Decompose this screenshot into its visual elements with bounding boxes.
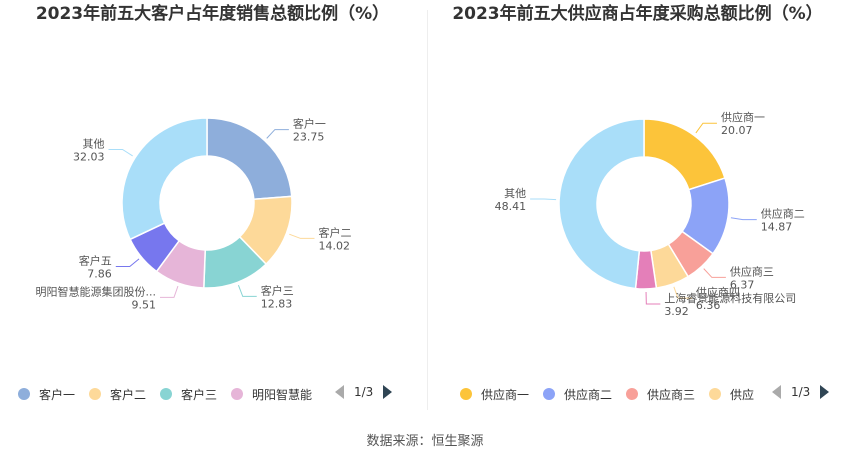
legend-item[interactable]: 供应商三 bbox=[626, 386, 695, 403]
slice-value-label: 32.03 bbox=[73, 150, 105, 163]
slice-value-label: 3.92 bbox=[664, 305, 689, 318]
label-leader-line bbox=[289, 233, 315, 239]
label-leader-line bbox=[730, 217, 757, 221]
left-chart-panel: 2023年前五大客户占年度销售总额比例（%） 客户一 23.75 客户二 14.02 客… bbox=[0, 0, 425, 415]
slice-category-label: 其他 bbox=[83, 137, 105, 150]
slice-category-label: 供应商三 bbox=[730, 264, 774, 278]
legend-item[interactable]: 供应商二 bbox=[543, 386, 612, 403]
legend-swatch bbox=[231, 388, 244, 400]
legend-item[interactable]: 供应商一 bbox=[460, 386, 529, 403]
slice-value-label: 6.37 bbox=[730, 278, 755, 291]
slice-category-label: 明阳智慧能源集团股份... bbox=[35, 284, 156, 298]
right-legend: 供应商一 供应商二 供应商三 供应 bbox=[460, 384, 768, 404]
label-leader-line bbox=[115, 258, 140, 268]
label-leader-line bbox=[530, 198, 557, 201]
slice-category-label: 供应商一 bbox=[721, 110, 765, 124]
legend-label: 供应商二 bbox=[564, 387, 613, 402]
slice-value-label: 6.36 bbox=[696, 299, 721, 312]
legend-swatch bbox=[18, 388, 30, 400]
slice-category-label: 上海睿景能源科技有限公司 bbox=[664, 291, 796, 305]
right-chart-panel: 2023年前五大供应商占年度采购总额比例（%） 供应商一 20.07 供应商二 14.… bbox=[425, 0, 850, 415]
legend-swatch bbox=[709, 388, 722, 400]
left-legend-page: 1/3 bbox=[354, 385, 374, 399]
slice-value-label: 7.86 bbox=[87, 268, 112, 281]
legend-item[interactable]: 客户一 bbox=[18, 386, 75, 403]
legend-next-icon[interactable] bbox=[820, 385, 830, 399]
legend-swatch bbox=[543, 388, 556, 400]
legend-label: 明阳智慧能 bbox=[252, 387, 313, 402]
slice-value-label: 14.87 bbox=[761, 221, 793, 234]
slice-value-label: 14.02 bbox=[319, 239, 351, 252]
slice-value-label: 12.83 bbox=[261, 297, 293, 310]
legend-item[interactable]: 明阳智慧能 bbox=[231, 386, 312, 403]
slice-category-label: 客户五 bbox=[79, 254, 112, 268]
legend-swatch bbox=[626, 388, 639, 400]
slice-category-label: 供应商四 bbox=[696, 285, 740, 299]
slice-value-label: 48.41 bbox=[495, 200, 527, 213]
legend-swatch bbox=[460, 388, 472, 400]
slice-category-label: 客户一 bbox=[293, 117, 326, 131]
donut-slice[interactable] bbox=[206, 117, 293, 201]
donut-slice[interactable] bbox=[643, 118, 726, 191]
label-leader-line bbox=[703, 268, 726, 278]
left-legend: 客户一 客户二 客户三 明阳智慧能 bbox=[18, 384, 326, 404]
slice-category-label: 供应商二 bbox=[761, 207, 805, 221]
legend-label: 客户二 bbox=[110, 387, 147, 402]
slice-value-label: 9.51 bbox=[131, 298, 156, 311]
legend-label: 客户一 bbox=[39, 387, 76, 402]
donut-slice[interactable] bbox=[558, 118, 645, 290]
legend-label: 供应商三 bbox=[647, 387, 696, 402]
right-chart-title: 2023年前五大供应商占年度采购总额比例（%） bbox=[452, 4, 823, 24]
slice-value-label: 20.07 bbox=[721, 124, 753, 137]
legend-swatch bbox=[89, 388, 102, 400]
panel-divider bbox=[427, 10, 428, 410]
label-leader-line bbox=[645, 291, 661, 305]
label-leader-line bbox=[673, 286, 692, 299]
left-legend-pager: 1/3 bbox=[335, 385, 393, 399]
legend-next-icon[interactable] bbox=[383, 385, 393, 399]
label-leader-line bbox=[159, 285, 179, 298]
label-leader-line bbox=[108, 148, 133, 157]
left-chart-title: 2023年前五大客户占年度销售总额比例（%） bbox=[35, 4, 390, 24]
slice-value-label: 23.75 bbox=[293, 131, 325, 144]
label-leader-line bbox=[695, 122, 717, 134]
legend-item[interactable]: 客户三 bbox=[160, 386, 217, 403]
legend-label: 供应 bbox=[730, 387, 755, 402]
legend-prev-icon[interactable] bbox=[772, 385, 781, 399]
legend-label: 客户三 bbox=[181, 387, 218, 402]
legend-swatch bbox=[160, 388, 173, 400]
label-leader-line bbox=[237, 285, 257, 297]
right-legend-pager: 1/3 bbox=[772, 385, 830, 399]
slice-category-label: 其他 bbox=[504, 187, 526, 200]
slice-category-label: 客户二 bbox=[319, 225, 352, 239]
slice-category-label: 客户三 bbox=[261, 283, 294, 297]
data-source: 数据来源：恒生聚源 bbox=[366, 434, 484, 449]
legend-item[interactable]: 客户二 bbox=[89, 386, 146, 403]
legend-prev-icon[interactable] bbox=[335, 385, 344, 399]
legend-label: 供应商一 bbox=[481, 387, 530, 402]
legend-item[interactable]: 供应 bbox=[709, 386, 754, 403]
right-legend-page: 1/3 bbox=[791, 385, 811, 399]
donut-slice[interactable] bbox=[121, 117, 208, 241]
label-leader-line bbox=[266, 129, 289, 139]
